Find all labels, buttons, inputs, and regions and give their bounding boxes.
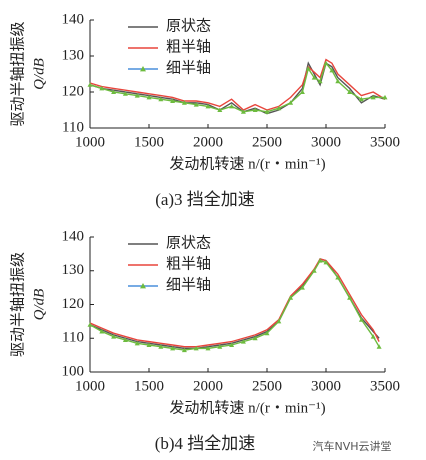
point-marker [111, 89, 117, 94]
point-marker [311, 75, 317, 80]
series-line [89, 258, 380, 348]
legend-label: 原状态 [166, 17, 211, 34]
watermark: 汽车NVH云讲堂 [312, 439, 391, 453]
point-marker [252, 335, 258, 341]
point-marker [205, 103, 211, 109]
legend-label: 粗半轴 [166, 38, 211, 55]
legend-marker [140, 66, 146, 72]
point-marker [347, 89, 353, 94]
point-marker [288, 295, 294, 300]
y-axis-unit: Q/dB [31, 58, 47, 90]
y-axis-label: 驱动半轴扭振级 [9, 21, 26, 126]
point-marker [193, 102, 199, 107]
legend-marker [140, 283, 146, 289]
point-marker [229, 342, 235, 347]
point-marker [122, 337, 128, 342]
point-marker [276, 105, 282, 111]
legend-label: 细半轴 [166, 276, 211, 293]
point-marker [229, 103, 235, 109]
y-tick-label: 120 [62, 83, 85, 99]
point-marker [217, 107, 223, 112]
x-tick-label: 2000 [193, 134, 223, 150]
point-marker [358, 96, 364, 102]
series-line [89, 61, 386, 115]
x-tick-label: 1000 [75, 134, 105, 150]
y-tick-label: 130 [62, 47, 85, 63]
point-marker [370, 334, 376, 339]
point-marker [370, 94, 376, 100]
x-axis-label: 发动机转速 n/(r・min⁻¹) [169, 399, 325, 416]
y-tick-label: 120 [62, 296, 85, 312]
point-marker [317, 258, 323, 263]
y-tick-label: 140 [62, 228, 85, 244]
point-marker [193, 345, 199, 351]
point-marker [276, 318, 282, 324]
y-tick-label: 100 [62, 363, 85, 379]
series-line [89, 58, 386, 111]
point-marker [87, 322, 93, 327]
legend-label: 粗半轴 [166, 255, 211, 272]
point-marker [264, 109, 270, 114]
point-marker [111, 334, 117, 339]
point-marker [376, 344, 382, 349]
legend-label: 原状态 [166, 234, 211, 251]
point-marker [99, 85, 105, 91]
y-tick-label: 110 [62, 330, 84, 346]
point-marker [146, 94, 152, 100]
point-marker [299, 285, 305, 290]
caption: (b)4 挡全加速 [155, 434, 256, 453]
x-tick-label: 3500 [370, 378, 400, 394]
point-marker [240, 109, 246, 114]
point-marker [122, 91, 128, 96]
point-marker [99, 329, 105, 334]
x-tick-label: 3000 [311, 378, 341, 394]
x-tick-label: 1500 [134, 134, 164, 150]
point-marker [317, 78, 323, 84]
point-marker [87, 82, 93, 87]
x-tick-label: 2500 [252, 378, 282, 394]
point-marker [358, 317, 364, 322]
x-tick-label: 1000 [75, 378, 105, 394]
point-marker [181, 347, 187, 353]
point-marker [170, 345, 176, 351]
series-line [89, 259, 380, 351]
point-marker [217, 344, 223, 349]
x-tick-label: 3000 [311, 134, 341, 150]
point-marker [347, 295, 353, 300]
point-marker [170, 98, 176, 103]
point-marker [158, 344, 164, 349]
point-marker [288, 100, 294, 105]
y-axis-label: 驱动半轴扭振级 [9, 252, 26, 357]
point-marker [335, 275, 341, 280]
point-marker [382, 94, 388, 100]
point-marker [134, 93, 140, 98]
point-marker [311, 268, 317, 273]
y-tick-label: 130 [62, 262, 85, 278]
point-marker [299, 89, 305, 94]
y-tick-label: 140 [62, 11, 85, 27]
caption: (a)3 挡全加速 [155, 190, 255, 209]
point-marker [305, 66, 311, 71]
point-marker [158, 96, 164, 102]
x-tick-label: 2500 [252, 134, 282, 150]
x-tick-label: 2000 [193, 378, 223, 394]
point-marker [134, 340, 140, 346]
point-marker [264, 330, 270, 336]
point-marker [205, 345, 211, 351]
point-marker [335, 78, 341, 84]
x-axis-label: 发动机转速 n/(r・min⁻¹) [169, 155, 325, 172]
point-marker [252, 107, 258, 112]
y-tick-label: 110 [62, 119, 84, 135]
y-axis-unit: Q/dB [31, 289, 47, 321]
point-marker [181, 100, 187, 105]
point-marker [240, 339, 246, 344]
x-tick-label: 3500 [370, 134, 400, 150]
point-marker [329, 67, 335, 73]
point-marker [146, 342, 152, 347]
point-marker [323, 60, 329, 66]
legend-label: 细半轴 [166, 59, 211, 76]
x-tick-label: 1500 [134, 378, 164, 394]
point-marker [323, 259, 329, 265]
